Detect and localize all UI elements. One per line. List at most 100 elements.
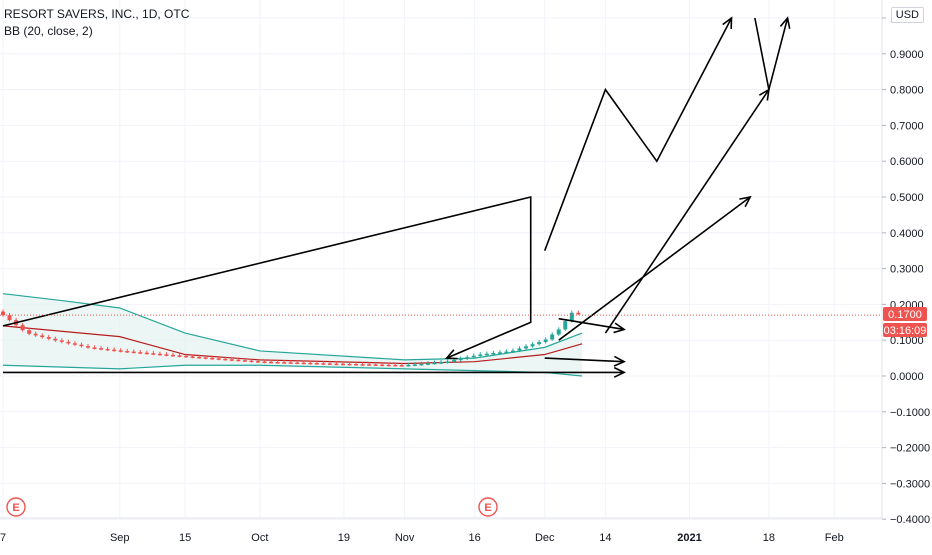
- countdown-label: 03:16:09: [884, 325, 927, 337]
- candle-body: [66, 341, 71, 344]
- grid: [0, 0, 882, 520]
- candle-body: [504, 351, 509, 354]
- time-tick-label: 2021: [677, 532, 701, 544]
- time-tick-label: 19: [338, 532, 350, 544]
- candle-body: [255, 361, 260, 363]
- earnings-event-marker: [478, 497, 498, 517]
- candle-body: [177, 355, 182, 357]
- earnings-event-label: E: [12, 502, 19, 514]
- earnings-event-label: E: [484, 502, 491, 514]
- candle-body: [373, 364, 378, 366]
- drawing-path: [544, 357, 625, 363]
- last-price-label: 0.1700: [888, 309, 922, 321]
- candle-body: [40, 335, 45, 338]
- candle-body: [72, 343, 77, 345]
- candle-body: [445, 361, 450, 363]
- candle-body: [478, 354, 483, 356]
- candle-body: [308, 362, 313, 365]
- candle-body: [347, 363, 352, 366]
- candle-body: [7, 315, 12, 321]
- price-tick-label: −0.1000: [890, 407, 930, 419]
- candle-body: [484, 353, 489, 356]
- candle-body: [236, 359, 241, 362]
- time-tick-label: 7: [0, 532, 6, 544]
- countdown-tag: [883, 323, 927, 337]
- price-tick-label: 0.7000: [890, 120, 924, 132]
- drawing-arrowhead: [722, 16, 733, 30]
- legend: RESORT SAVERS, INC., 1D, OTC BB (20, clo…: [4, 6, 189, 40]
- candle-body: [164, 354, 169, 356]
- candle-body: [33, 333, 38, 336]
- time-tick-label: 14: [599, 532, 611, 544]
- candle-body: [550, 334, 555, 340]
- candle-body: [20, 325, 25, 331]
- candle-body: [157, 353, 162, 356]
- candle-body: [314, 363, 319, 365]
- currency-button[interactable]: USD: [890, 7, 924, 23]
- candle-body: [118, 350, 123, 352]
- bb-basis-line: [2, 325, 583, 365]
- candle-body: [327, 363, 332, 365]
- drawing-arrowhead: [758, 88, 770, 101]
- price-tick-label: 0.1000: [890, 335, 924, 347]
- candle-body: [138, 352, 143, 354]
- candle-body: [288, 362, 293, 364]
- candle-body: [458, 358, 463, 361]
- price-tick-label: 0.5000: [890, 192, 924, 204]
- time-tick-label: Dec: [535, 532, 555, 544]
- candle-body: [439, 362, 444, 364]
- candles: [1, 309, 581, 367]
- time-axis[interactable]: 7 Sep 15 Oct 19 Nov 16 Dec 14 2021 18 Feb: [0, 532, 844, 544]
- candle-body: [184, 355, 189, 358]
- candle-body: [471, 355, 476, 358]
- candle-body: [105, 348, 110, 351]
- bb-upper-line: [2, 293, 583, 361]
- time-tick-label: Feb: [825, 532, 844, 544]
- candle-body: [524, 346, 529, 349]
- candle-body: [556, 329, 561, 335]
- price-tick-label: −0.2000: [890, 443, 930, 455]
- time-tick-label: 16: [469, 532, 481, 544]
- axes: [0, 0, 883, 519]
- drawings[interactable]: [2, 16, 791, 378]
- earnings-event-marker: [6, 497, 26, 517]
- candle-body: [563, 321, 568, 330]
- symbol-title[interactable]: RESORT SAVERS, INC., 1D, OTC: [4, 7, 190, 21]
- drawing-path: [558, 196, 751, 341]
- time-tick-label: 15: [179, 532, 191, 544]
- candle-body: [393, 364, 398, 367]
- last-price-tag: [883, 307, 927, 321]
- candle-body: [367, 364, 372, 366]
- candle-body: [419, 363, 424, 366]
- time-tick-label: 18: [763, 532, 775, 544]
- indicator-label[interactable]: BB (20, close, 2): [4, 24, 93, 38]
- candle-body: [510, 350, 515, 353]
- drawing-arrowhead: [779, 16, 791, 29]
- candle-body: [360, 364, 365, 366]
- price-tick-label: 0.6000: [890, 156, 924, 168]
- candle-body: [340, 363, 345, 366]
- candle-body: [465, 357, 470, 359]
- candle-body: [112, 349, 117, 352]
- candle-body: [295, 362, 300, 365]
- price-tags: 0.1700 03:16:09: [883, 307, 927, 337]
- candle-body: [92, 347, 97, 349]
- time-tick-label: Nov: [395, 532, 415, 544]
- candle-body: [1, 311, 5, 316]
- candle-body: [275, 361, 280, 364]
- drawing-path: [2, 195, 532, 359]
- candle-body: [99, 348, 104, 350]
- candle-body: [321, 363, 326, 365]
- time-tick-label: Oct: [251, 532, 268, 544]
- candle-body: [262, 361, 267, 364]
- candle-body: [354, 364, 359, 366]
- candle-body: [210, 357, 215, 360]
- price-axis[interactable]: 10.90000.80000.70000.60000.50000.40000.3…: [882, 13, 930, 526]
- candle-body: [530, 344, 535, 347]
- candle-body: [27, 330, 32, 334]
- candle-body: [425, 363, 430, 365]
- candle-body: [242, 360, 247, 362]
- candle-body: [406, 364, 411, 367]
